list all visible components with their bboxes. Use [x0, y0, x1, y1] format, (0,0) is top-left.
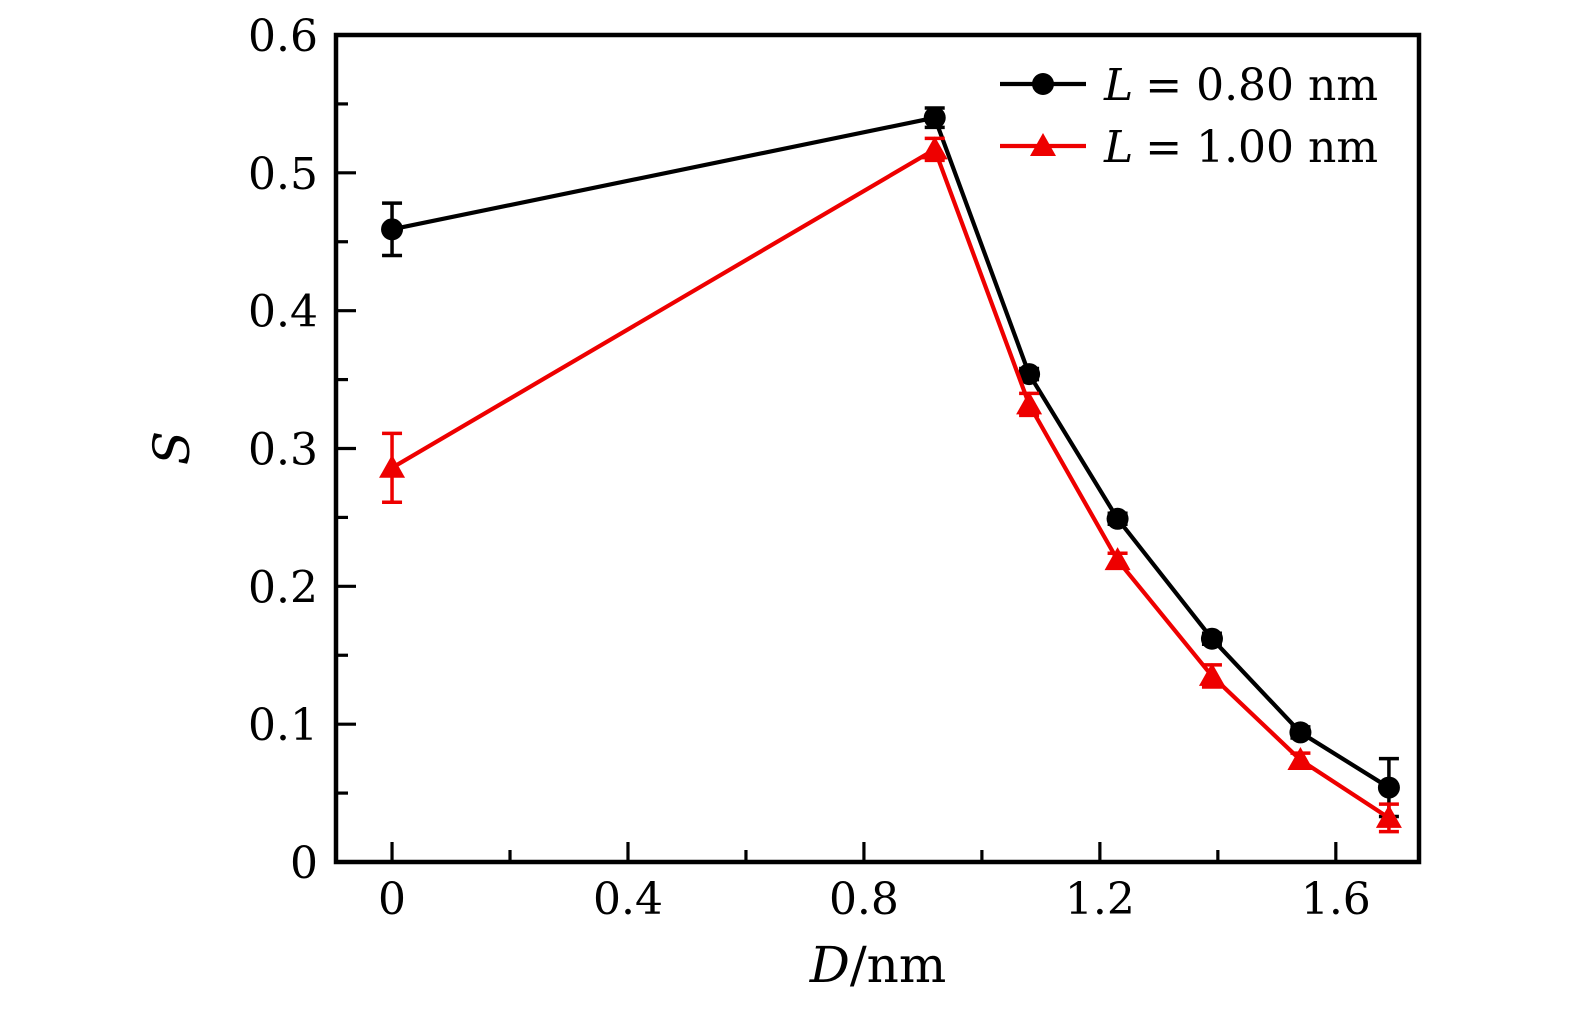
data-point-marker: [1198, 662, 1225, 686]
data-point-marker: [381, 218, 404, 241]
data-point-marker: [923, 106, 946, 129]
legend-label: L = 0.80 nm: [1103, 60, 1378, 111]
x-tick-label: 1.6: [1301, 874, 1371, 925]
legend-triangle-marker-icon: [1030, 133, 1056, 156]
series-0: [381, 106, 1400, 819]
data-point-marker: [1375, 804, 1402, 828]
x-tick-label: 0: [378, 874, 406, 925]
y-tick-label: 0: [290, 838, 318, 889]
x-tick-label: 1.2: [1065, 874, 1135, 925]
legend-item-0: L = 0.80 nm: [1000, 60, 1378, 111]
x-axis-label-unit: /nm: [849, 936, 947, 994]
y-tick-label: 0.3: [248, 425, 318, 476]
x-axis-label: D/nm: [810, 936, 947, 994]
x-tick-label: 0.8: [829, 874, 899, 925]
y-tick-label: 0.2: [248, 562, 318, 613]
data-point-marker: [1016, 391, 1043, 415]
data-point-marker: [379, 454, 406, 478]
y-tick-label: 0.5: [248, 149, 318, 200]
legend-circle-marker-icon: [1032, 73, 1054, 95]
series-1: [379, 136, 1402, 834]
legend-label: L = 1.00 nm: [1103, 122, 1378, 173]
data-point-marker: [1104, 547, 1131, 571]
series-line: [390, 146, 1391, 820]
data-point-marker: [1377, 776, 1400, 799]
y-tick-label: 0.1: [248, 700, 318, 751]
x-axis-label-symbol: D: [809, 936, 850, 994]
data-point-marker: [1200, 627, 1223, 650]
y-tick-label: 0.6: [248, 11, 318, 62]
y-tick-label: 0.4: [248, 287, 318, 338]
data-point-marker: [1018, 363, 1041, 386]
data-point-marker: [1287, 747, 1314, 771]
data-point-marker: [1289, 721, 1312, 744]
y-axis-label: S: [143, 430, 201, 466]
data-point-marker: [921, 136, 948, 160]
data-point-marker: [1106, 507, 1129, 530]
x-tick-label: 0.4: [593, 874, 663, 925]
series-line: [391, 115, 1391, 790]
legend-item-1: L = 1.00 nm: [1000, 122, 1378, 173]
